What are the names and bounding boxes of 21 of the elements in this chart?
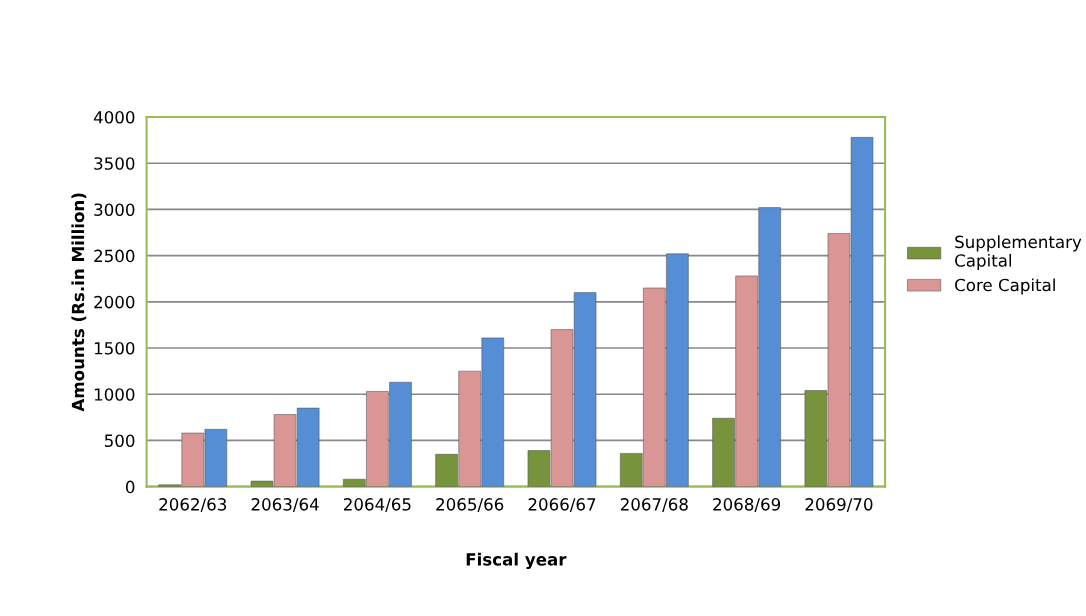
legend-label: Core Capital: [955, 278, 1055, 295]
y-tick-label: 500: [104, 434, 135, 448]
y-tick-label: 4000: [93, 111, 135, 124]
x-tick-label: 2066/67: [528, 498, 596, 512]
y-tick-label: 0: [125, 480, 135, 494]
x-tick-label: 2064/65: [343, 498, 411, 512]
y-tick-label: 2500: [94, 249, 135, 263]
x-tick-label: 2068/69: [713, 498, 781, 512]
x-tick-label: 2063/64: [251, 498, 319, 512]
y-tick-label: 1000: [94, 388, 135, 401]
legend-label: Supplementary Capital: [955, 235, 1082, 271]
y-tick-label: 3500: [94, 157, 135, 170]
x-tick-label: 2069/70: [805, 498, 873, 512]
x-tick-label: 2062/63: [159, 498, 227, 512]
y-tick-label: 3000: [94, 203, 135, 217]
x-axis-title: Fiscal year: [466, 552, 567, 570]
x-tick-label: 2067/68: [620, 498, 688, 512]
y-tick-label: 1500: [94, 342, 135, 355]
y-axis-title: Amounts (Rs.in Million): [71, 193, 87, 412]
y-tick-label: 2000: [94, 295, 135, 309]
x-tick-label: 2065/66: [436, 498, 504, 512]
